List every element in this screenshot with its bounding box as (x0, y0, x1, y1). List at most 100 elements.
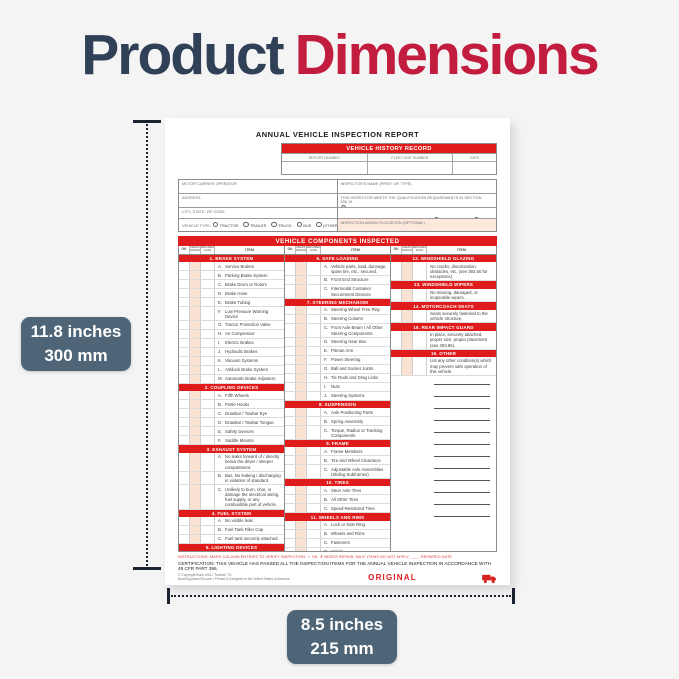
repaired-date-cell (307, 486, 321, 495)
history-empty-cell (453, 162, 496, 174)
height-dimension-line (133, 120, 161, 570)
repaired-date-cell (307, 346, 321, 355)
item-cell: In place, securely attached, proper size… (427, 331, 496, 349)
item-cell: B. Steering Column (321, 315, 390, 323)
section-header: 5. LIGHTING DEVICES (179, 543, 284, 551)
section-header: 3. EXHAUST SYSTEM (179, 445, 284, 453)
radio-circle-icon (316, 221, 322, 227)
item-text: No leaks forward of / directly below the… (225, 454, 280, 470)
item-row: J. Hydraulic Brakes (179, 348, 284, 358)
item-letter: D. (218, 290, 223, 296)
radio-circle-icon (271, 221, 277, 227)
ok-cell (179, 525, 190, 534)
needs-repair-cell (296, 538, 307, 547)
item-row: F. Saddle Mounts (179, 436, 284, 446)
section-header: 7. STEERING MECHANISM (285, 298, 390, 307)
needs-repair-cell (190, 534, 201, 543)
needs-repair-cell (296, 364, 307, 373)
needs-repair-cell (296, 426, 307, 439)
vehicle-history-record: VEHICLE HISTORY RECORD REPORT NUMBER FLE… (281, 143, 497, 175)
item-text: Nuts (331, 384, 340, 390)
item-cell (427, 503, 496, 508)
repaired-date-cell (201, 525, 215, 534)
write-in-line (433, 408, 491, 409)
ok-cell (391, 330, 402, 349)
item-text: Service Brakes (225, 263, 254, 269)
item-text: Hydraulic Brakes (225, 349, 258, 355)
write-in-line-row (391, 400, 496, 412)
item-letter: A. (218, 263, 223, 269)
item-cell: D. Drawbar / Towbar Tongue (215, 418, 284, 426)
write-in-line-row (391, 388, 496, 400)
radio-option: YES (340, 205, 355, 207)
page-title: Product Dimensions (0, 22, 679, 88)
write-in-line-row (391, 460, 496, 472)
item-text: Electric Brakes (225, 340, 254, 346)
item-letter: B. (324, 277, 329, 283)
dimension-cap (133, 120, 161, 123)
radio-circle-icon (340, 205, 346, 207)
needs-repair-cell (190, 436, 201, 445)
ok-cell (179, 289, 190, 298)
needs-repair-cell (296, 417, 307, 426)
ok-cell (285, 495, 296, 504)
section-header: 15. REAR IMPACT GUARD (391, 323, 496, 331)
needs-repair-cell (296, 391, 307, 400)
item-text: Steering Column (331, 316, 364, 322)
column-header-group: OK NEEDS REPAIR REPAIRED DATE ITEM (285, 246, 391, 254)
item-row: C. Adjustable Axle Assemblies (Sliding Su… (285, 465, 390, 480)
ok-cell (179, 485, 190, 509)
item-text: Welds (331, 549, 388, 551)
item-letter: A. (324, 409, 329, 415)
ok-cell (179, 516, 190, 525)
item-text: Seats securely fastened to the vehicle s… (430, 311, 488, 322)
write-in-line (433, 504, 491, 505)
inspection-form-page: ANNUAL VEHICLE INSPECTION REPORT VEHICLE… (165, 118, 510, 585)
inspector-info-column: INSPECTOR'S NAME (PRINT OR TYPE) THIS IN… (337, 180, 496, 231)
item-letter: B. (324, 531, 329, 537)
item-row: C. Unlikely to burn, char, or damage the … (179, 485, 284, 510)
ok-cell (179, 348, 190, 357)
item-text: Fifth Wheels (225, 392, 249, 398)
item-cell: A. No leaks forward of / directly below t… (215, 453, 284, 471)
needs-repair-cell (296, 408, 307, 417)
needs-repair-cell (190, 418, 201, 427)
item-row: J. Steering Systems (285, 391, 390, 401)
item-letter: B. (324, 457, 329, 463)
ok-cell (179, 330, 190, 339)
ok-cell (179, 271, 190, 280)
item-letter: K. (218, 358, 223, 364)
item-cell: B. Parking Brake System (215, 271, 284, 279)
repaired-date-cell (201, 427, 215, 436)
repaired-date-cell (307, 520, 321, 529)
write-in-line-row (391, 472, 496, 484)
item-row: A. No visible leak. (179, 516, 284, 526)
field-label: CITY, STATE, ZIP CODE (182, 209, 225, 214)
ok-cell (179, 375, 190, 384)
ok-cell (179, 409, 190, 418)
item-letter: C. (218, 281, 223, 287)
carrier-info-column: MOTOR CARRIER OPERATOR ADDRESS CITY, STA… (179, 180, 338, 231)
needs-repair-cell (296, 547, 307, 551)
section-header: 13. WINDSHIELD WIPERS (391, 281, 496, 289)
item-letter: L. (218, 367, 222, 373)
write-in-line-row (391, 412, 496, 424)
item-row: C. Fasteners (285, 538, 390, 548)
needs-repair-cell (190, 280, 201, 289)
item-letter: B. (324, 496, 329, 502)
item-row: E. Safety Devices (179, 427, 284, 437)
item-letter: A. (324, 307, 329, 313)
needs-repair-cell (190, 400, 201, 409)
needs-repair-cell (296, 520, 307, 529)
item-letter: E. (218, 428, 223, 434)
section-header: 11. WHEELS AND RIMS (285, 513, 390, 521)
ok-cell (285, 337, 296, 346)
item-letter: A. (218, 392, 223, 398)
write-in-line (433, 456, 491, 457)
needs-repair-cell (296, 373, 307, 382)
item-cell: L. Antilock Brake System (215, 366, 284, 374)
item-text: Intermodal Container Securement Devices (331, 286, 372, 297)
item-text: Unlikely to burn, char, or damage the el… (225, 486, 280, 508)
write-in-line (433, 516, 491, 517)
